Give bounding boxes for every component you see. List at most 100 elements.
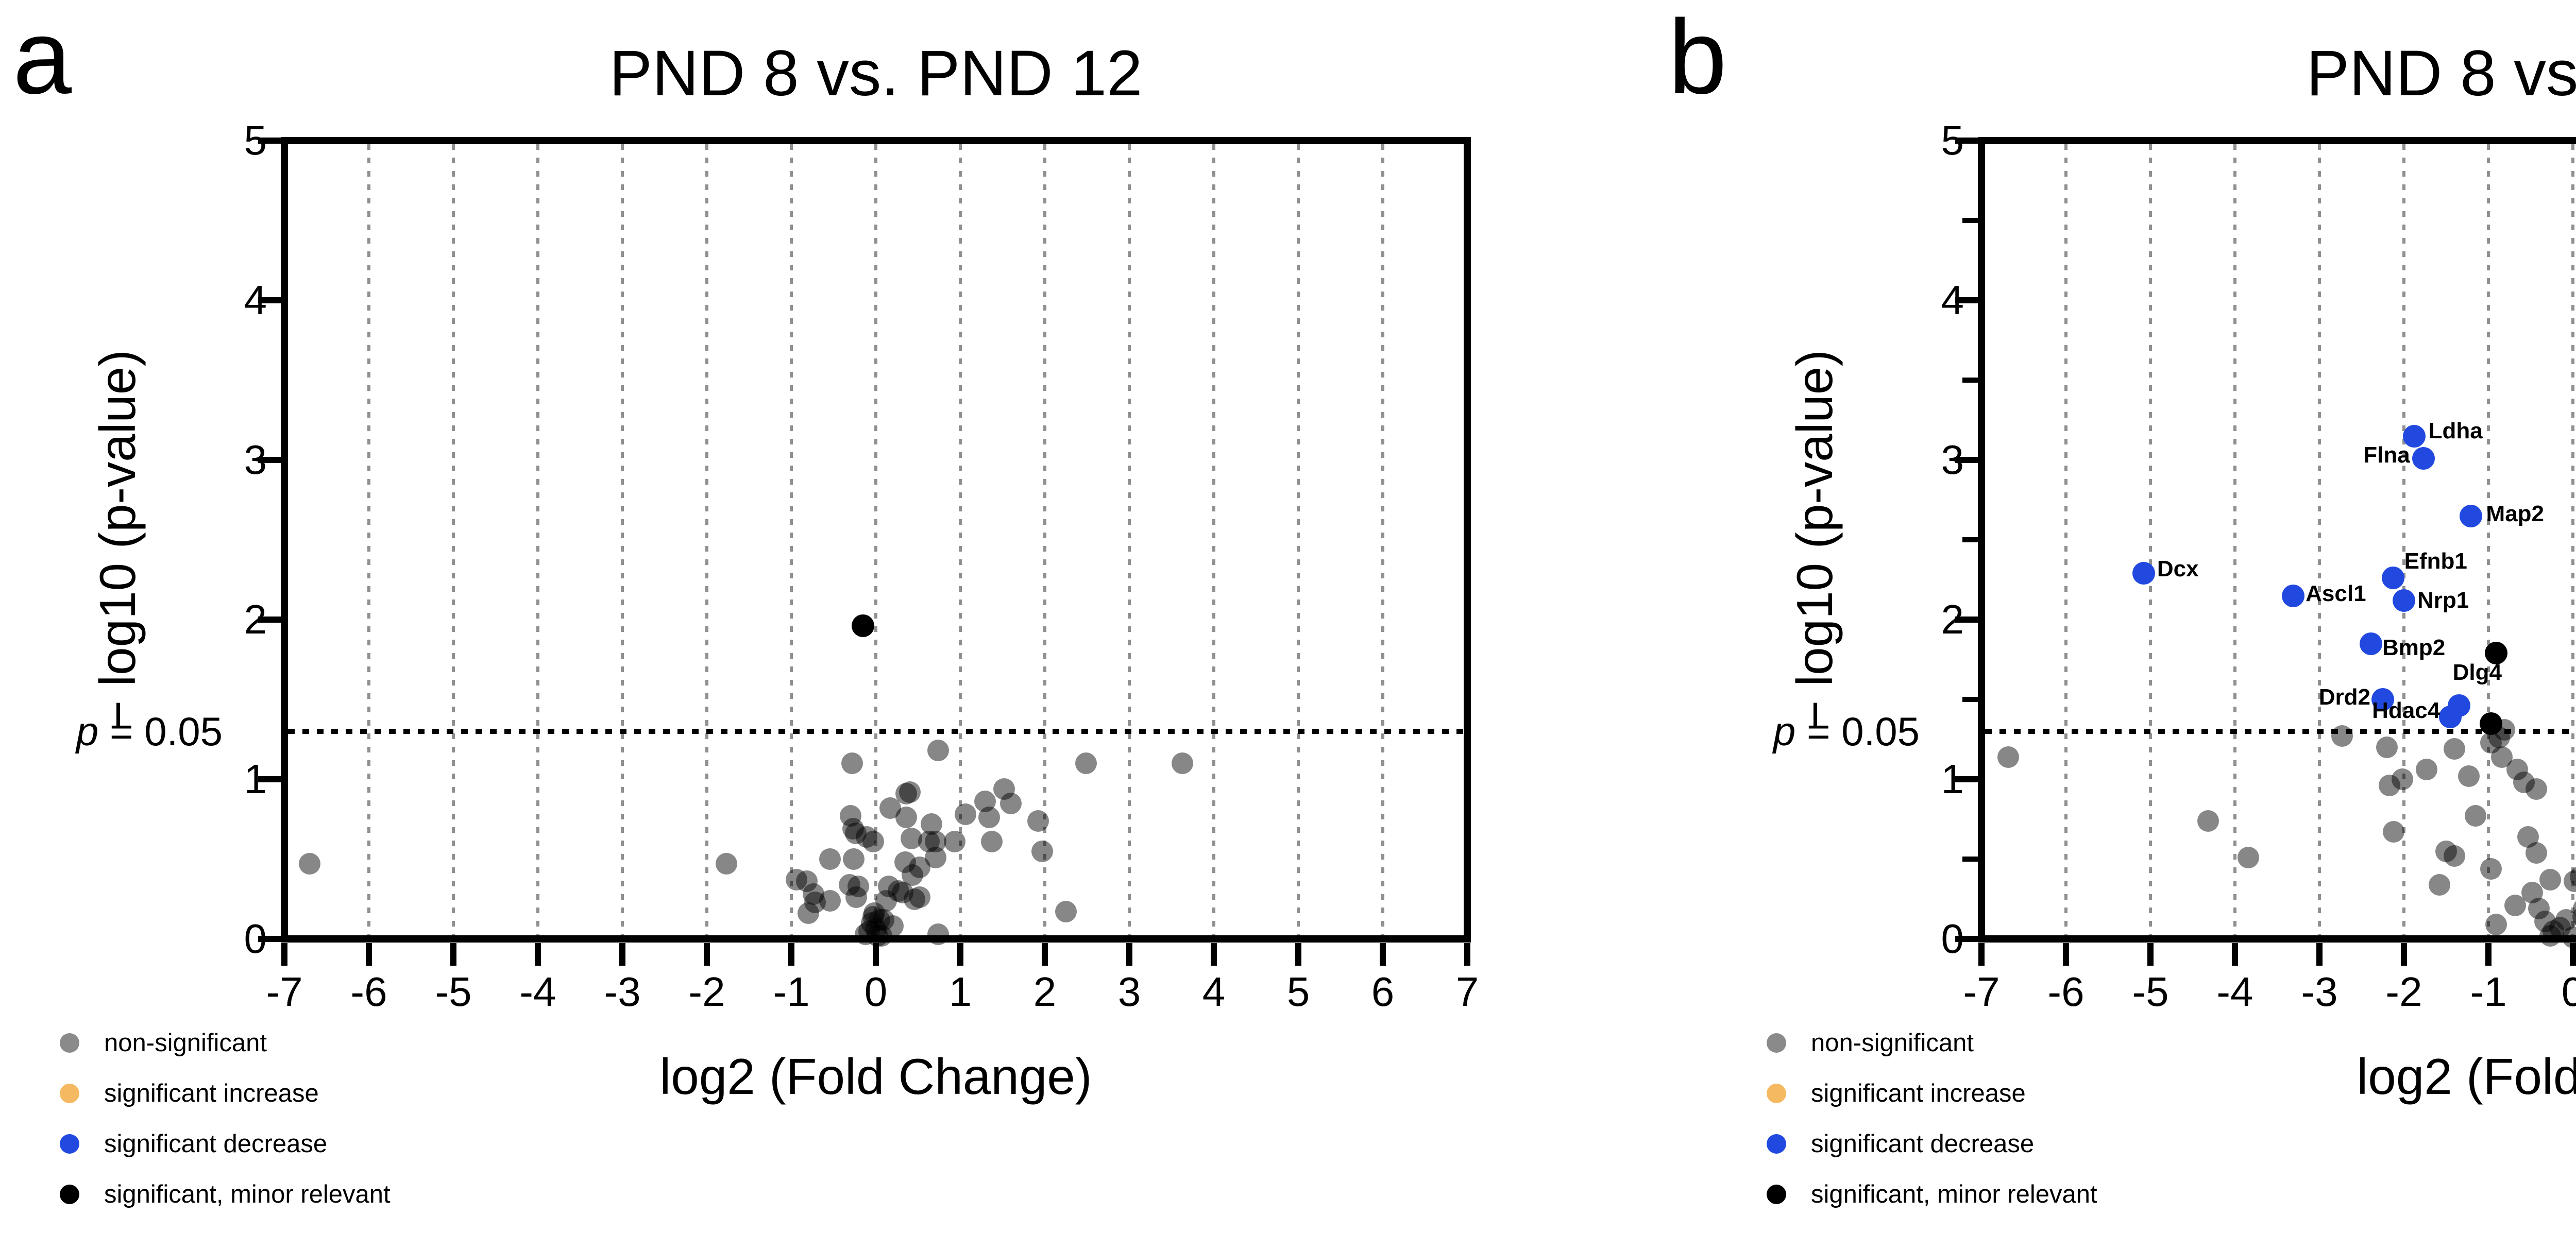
y-tick-3 [1955,457,1978,463]
scatter-point [868,909,890,931]
scatter-point [927,740,950,762]
x-tick-7 [1464,943,1470,966]
x-tick-label-2: 2 [1033,969,1057,1015]
gene-point-Ascl1 [2282,584,2305,607]
plot-frame [1978,137,2576,943]
scatter-point [2513,772,2535,794]
scatter-point [2376,737,2398,758]
scatter-point [2444,845,2466,867]
p-threshold-line [1985,728,2576,734]
scatter-point [894,851,917,874]
x-tick-label-6: 6 [1371,969,1395,1015]
scatter-point [2484,642,2507,665]
scatter-point [1031,840,1054,862]
y-tick-4 [258,297,281,303]
scatter-point [2391,768,2413,790]
panel-title-a: PND 8 vs. PND 12 [609,38,1143,109]
scatter-point [2383,821,2405,843]
gridline-x-5 [452,144,455,935]
x-tick-label--1: -1 [2470,969,2507,1015]
panel-letter-b: b [1668,0,1727,116]
legend-dot-significant_increase [60,1084,79,1103]
scatter-point [847,875,869,897]
p-threshold-label-b: p = 0.05 [1703,708,1920,755]
scatter-point [2379,775,2401,797]
scatter-point [842,818,864,840]
scatter-point [925,846,947,868]
x-tick-label--7: -7 [266,969,303,1015]
scatter-point [892,882,914,904]
legend-label-significant_decrease: significant decrease [1811,1130,2035,1158]
y-tick-label-1: 1 [244,756,267,802]
y-tick-0 [258,936,281,942]
p-threshold-value: = 0.05 [1795,709,1920,754]
scatter-point [899,781,921,803]
scatter-point [2517,826,2539,848]
x-tick-4 [1211,943,1217,966]
legend-dot-non_significant [60,1033,79,1053]
gene-label-Ascl1: Ascl1 [2306,580,2366,606]
gene-point-Map2 [2459,504,2482,527]
y-tick-label-4: 4 [1941,277,1964,323]
scatter-point [858,920,880,942]
gene-point-Bmp2 [2360,632,2383,655]
y-tick-1 [258,776,281,782]
scatter-point [2435,840,2457,862]
x-tick-0 [873,943,879,966]
p-threshold-line [288,728,1464,734]
scatter-point [882,915,904,937]
scatter-point [804,891,826,913]
gene-label-Bmp2: Bmp2 [2382,635,2446,660]
y-tick-label-3: 3 [1941,437,1964,483]
x-tick--3 [2316,943,2323,966]
x-tick-3 [1126,943,1132,966]
scatter-point [795,870,818,893]
gridline-x-1 [790,144,793,935]
scatter-point [2573,898,2576,920]
gridline-x4 [1212,144,1215,935]
x-tick-label--1: -1 [773,969,810,1015]
scatter-point [299,853,321,875]
x-tick-label--7: -7 [1963,969,2000,1015]
x-tick-label-7: 7 [1455,969,1479,1015]
scatter-point [978,807,1000,829]
y-tick-2 [258,617,281,623]
x-tick--5 [450,943,456,966]
scatter-point [2480,858,2502,880]
gridline-x5 [1297,144,1300,935]
gridline-x-4 [536,144,539,935]
scatter-point [872,909,894,931]
scatter-point [2238,846,2260,868]
scatter-point [2572,905,2576,928]
gene-label-Nrp1: Nrp1 [2417,587,2469,613]
scatter-point [2564,870,2576,893]
x-tick-label--3: -3 [2301,969,2338,1015]
y-tick-5 [258,138,281,144]
scatter-point [901,864,923,886]
legend-label-significant_decrease: significant decrease [104,1130,328,1158]
gene-point-Nrp1 [2393,589,2415,612]
gridline-x2 [1043,144,1046,935]
gene-label-Ldha: Ldha [2428,418,2483,443]
x-tick-0 [2570,943,2576,966]
x-tick--5 [2147,943,2154,966]
scatter-point [895,807,918,829]
scatter-point [855,826,877,848]
scatter-point [888,880,910,902]
scatter-point [954,803,976,826]
x-tick-label--4: -4 [2216,969,2253,1015]
gene-point-Dcx [2132,562,2155,585]
scatter-point [841,752,863,774]
y-minor-tick-0.5 [1962,857,1978,862]
p-threshold-label-a: p = 0.05 [6,708,223,755]
scatter-point [1997,746,2020,768]
scatter-point [2197,810,2219,832]
y-minor-tick-3.5 [1962,378,1978,383]
x-tick--7 [281,943,287,966]
gene-point-Efnb1 [2381,567,2404,590]
scatter-point [909,856,931,878]
scatter-point [785,869,807,891]
gridline-x-3 [621,144,624,935]
x-tick--6 [2063,943,2069,966]
